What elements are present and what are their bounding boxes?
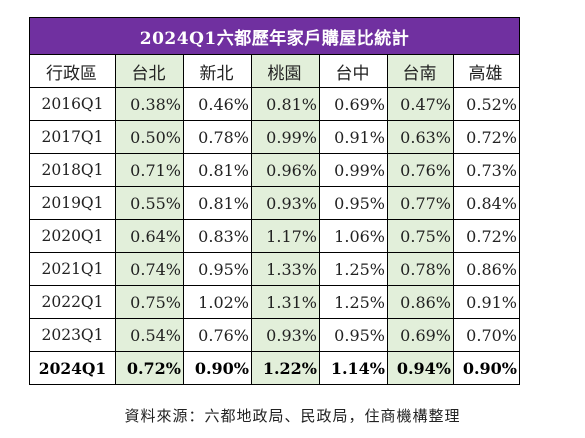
cell-taichung: 0.69%	[319, 87, 388, 121]
cell-taichung: 1.25%	[319, 285, 388, 319]
cell-new-taipei: 0.95%	[183, 252, 252, 286]
row-period: 2018Q1	[29, 153, 116, 187]
cell-new-taipei: 0.76%	[183, 318, 252, 352]
cell-new-taipei: 0.81%	[183, 153, 252, 187]
cell-taipei: 0.55%	[115, 186, 184, 220]
cell-new-taipei: 1.02%	[183, 285, 252, 319]
cell-tainan: 0.86%	[387, 285, 454, 319]
header-taoyuan: 桃園	[251, 54, 320, 88]
cell-taoyuan: 1.33%	[251, 252, 320, 286]
cell-taoyuan: 1.31%	[251, 285, 320, 319]
cell-taichung: 1.06%	[319, 219, 388, 253]
table-title: 2024Q1六都歷年家戶購屋比統計	[29, 17, 520, 55]
cell-tainan: 0.75%	[387, 219, 454, 253]
cell-new-taipei: 0.83%	[183, 219, 252, 253]
table-row: 2018Q1 0.71% 0.81% 0.96% 0.99% 0.76% 0.7…	[29, 153, 520, 187]
cell-tainan: 0.76%	[387, 153, 454, 187]
row-period: 2016Q1	[29, 87, 116, 121]
cell-kaohsiung: 0.52%	[453, 87, 520, 121]
cell-kaohsiung: 0.72%	[453, 219, 520, 253]
cell-taipei: 0.71%	[115, 153, 184, 187]
cell-taipei: 0.75%	[115, 285, 184, 319]
header-taichung: 台中	[319, 54, 388, 88]
cell-taichung: 0.91%	[319, 120, 388, 154]
cell-kaohsiung: 0.73%	[453, 153, 520, 187]
cell-taipei: 0.54%	[115, 318, 184, 352]
cell-tainan: 0.77%	[387, 186, 454, 220]
cell-taipei: 0.74%	[115, 252, 184, 286]
table-row: 2022Q1 0.75% 1.02% 1.31% 1.25% 0.86% 0.9…	[29, 285, 520, 319]
cell-new-taipei: 0.78%	[183, 120, 252, 154]
cell-taoyuan: 0.96%	[251, 153, 320, 187]
cell-kaohsiung: 0.72%	[453, 120, 520, 154]
table-row: 2020Q1 0.64% 0.83% 1.17% 1.06% 0.75% 0.7…	[29, 219, 520, 253]
cell-kaohsiung: 0.91%	[453, 285, 520, 319]
table-row: 2021Q1 0.74% 0.95% 1.33% 1.25% 0.78% 0.8…	[29, 252, 520, 286]
cell-taipei: 0.50%	[115, 120, 184, 154]
cell-taoyuan: 1.22%	[251, 351, 320, 385]
cell-taichung: 1.25%	[319, 252, 388, 286]
cell-taoyuan: 0.93%	[251, 318, 320, 352]
row-period: 2017Q1	[29, 120, 116, 154]
table-row: 2019Q1 0.55% 0.81% 0.93% 0.95% 0.77% 0.8…	[29, 186, 520, 220]
stats-table-container: 2024Q1六都歷年家戶購屋比統計 行政區 台北 新北 桃園 台中 台南 高雄 …	[29, 17, 520, 385]
row-period: 2021Q1	[29, 252, 116, 286]
table-row-latest: 2024Q1 0.72% 0.90% 1.22% 1.14% 0.94% 0.9…	[29, 351, 520, 385]
table-row: 2016Q1 0.38% 0.46% 0.81% 0.69% 0.47% 0.5…	[29, 87, 520, 121]
cell-taichung: 1.14%	[319, 351, 388, 385]
cell-taipei: 0.64%	[115, 219, 184, 253]
header-tainan: 台南	[387, 54, 454, 88]
cell-tainan: 0.78%	[387, 252, 454, 286]
cell-tainan: 0.63%	[387, 120, 454, 154]
table-row: 2017Q1 0.50% 0.78% 0.99% 0.91% 0.63% 0.7…	[29, 120, 520, 154]
source-note: 資料來源：六都地政局、民政局，住商機構整理	[124, 407, 461, 425]
row-period: 2024Q1	[29, 351, 116, 385]
header-row: 行政區 台北 新北 桃園 台中 台南 高雄	[29, 54, 520, 88]
cell-taoyuan: 1.17%	[251, 219, 320, 253]
cell-taipei: 0.72%	[115, 351, 184, 385]
cell-taichung: 0.95%	[319, 318, 388, 352]
cell-kaohsiung: 0.86%	[453, 252, 520, 286]
cell-taichung: 0.99%	[319, 153, 388, 187]
cell-kaohsiung: 0.70%	[453, 318, 520, 352]
row-period: 2023Q1	[29, 318, 116, 352]
header-district: 行政區	[29, 54, 116, 88]
row-period: 2019Q1	[29, 186, 116, 220]
cell-kaohsiung: 0.84%	[453, 186, 520, 220]
cell-tainan: 0.69%	[387, 318, 454, 352]
cell-tainan: 0.47%	[387, 87, 454, 121]
cell-taipei: 0.38%	[115, 87, 184, 121]
cell-taoyuan: 0.81%	[251, 87, 320, 121]
header-kaohsiung: 高雄	[453, 54, 520, 88]
cell-tainan: 0.94%	[387, 351, 454, 385]
header-new-taipei: 新北	[183, 54, 252, 88]
cell-taichung: 0.95%	[319, 186, 388, 220]
cell-new-taipei: 0.90%	[183, 351, 252, 385]
row-period: 2022Q1	[29, 285, 116, 319]
table-row: 2023Q1 0.54% 0.76% 0.93% 0.95% 0.69% 0.7…	[29, 318, 520, 352]
stats-table: 2024Q1六都歷年家戶購屋比統計 行政區 台北 新北 桃園 台中 台南 高雄 …	[29, 17, 520, 385]
row-period: 2020Q1	[29, 219, 116, 253]
cell-kaohsiung: 0.90%	[453, 351, 520, 385]
cell-new-taipei: 0.81%	[183, 186, 252, 220]
header-taipei: 台北	[115, 54, 184, 88]
cell-taoyuan: 0.99%	[251, 120, 320, 154]
cell-taoyuan: 0.93%	[251, 186, 320, 220]
cell-new-taipei: 0.46%	[183, 87, 252, 121]
